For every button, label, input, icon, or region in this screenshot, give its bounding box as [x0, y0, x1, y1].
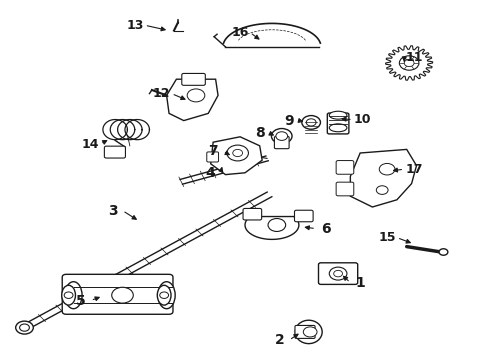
Text: 7: 7 — [208, 144, 218, 158]
Ellipse shape — [62, 285, 75, 305]
Circle shape — [187, 89, 205, 102]
Ellipse shape — [295, 320, 322, 343]
Ellipse shape — [302, 116, 320, 129]
Ellipse shape — [276, 132, 288, 140]
Text: 12: 12 — [153, 87, 171, 100]
Text: 8: 8 — [255, 126, 265, 140]
Circle shape — [227, 145, 248, 161]
Text: 2: 2 — [274, 333, 284, 347]
Polygon shape — [245, 216, 299, 239]
Text: 1: 1 — [355, 276, 365, 289]
FancyBboxPatch shape — [207, 152, 219, 162]
Circle shape — [404, 59, 414, 67]
Circle shape — [334, 270, 343, 277]
FancyBboxPatch shape — [274, 136, 289, 149]
Circle shape — [160, 292, 169, 298]
Polygon shape — [211, 137, 262, 175]
Circle shape — [16, 321, 33, 334]
Polygon shape — [167, 79, 218, 121]
FancyBboxPatch shape — [182, 73, 205, 85]
Ellipse shape — [157, 285, 171, 305]
FancyBboxPatch shape — [336, 182, 354, 196]
Circle shape — [376, 186, 388, 194]
Circle shape — [20, 324, 29, 331]
FancyBboxPatch shape — [104, 146, 125, 158]
Text: 16: 16 — [231, 26, 249, 39]
Ellipse shape — [158, 282, 175, 309]
Text: 15: 15 — [378, 231, 396, 244]
Ellipse shape — [65, 282, 82, 309]
Ellipse shape — [439, 249, 448, 255]
Text: 10: 10 — [354, 113, 371, 126]
Text: 13: 13 — [126, 19, 144, 32]
Text: 4: 4 — [206, 166, 216, 180]
Circle shape — [268, 219, 286, 231]
Circle shape — [64, 292, 73, 298]
Circle shape — [233, 149, 243, 157]
FancyBboxPatch shape — [327, 113, 349, 134]
FancyBboxPatch shape — [294, 210, 313, 222]
Ellipse shape — [329, 124, 347, 132]
Circle shape — [303, 327, 317, 337]
Text: 3: 3 — [108, 204, 118, 217]
Polygon shape — [350, 149, 416, 207]
Text: 5: 5 — [76, 294, 86, 307]
FancyBboxPatch shape — [295, 325, 315, 338]
FancyBboxPatch shape — [243, 208, 262, 220]
Polygon shape — [386, 46, 433, 80]
FancyBboxPatch shape — [318, 263, 358, 284]
Text: 17: 17 — [405, 163, 423, 176]
Circle shape — [379, 163, 395, 175]
Ellipse shape — [271, 129, 292, 144]
Circle shape — [112, 287, 133, 303]
Text: 6: 6 — [321, 222, 331, 235]
FancyBboxPatch shape — [336, 161, 354, 174]
Ellipse shape — [329, 111, 347, 119]
FancyBboxPatch shape — [62, 274, 173, 314]
Text: 14: 14 — [82, 138, 99, 150]
Text: 9: 9 — [284, 114, 294, 127]
Circle shape — [329, 267, 347, 280]
Ellipse shape — [306, 119, 316, 126]
Circle shape — [399, 56, 419, 70]
Text: 11: 11 — [405, 51, 423, 64]
